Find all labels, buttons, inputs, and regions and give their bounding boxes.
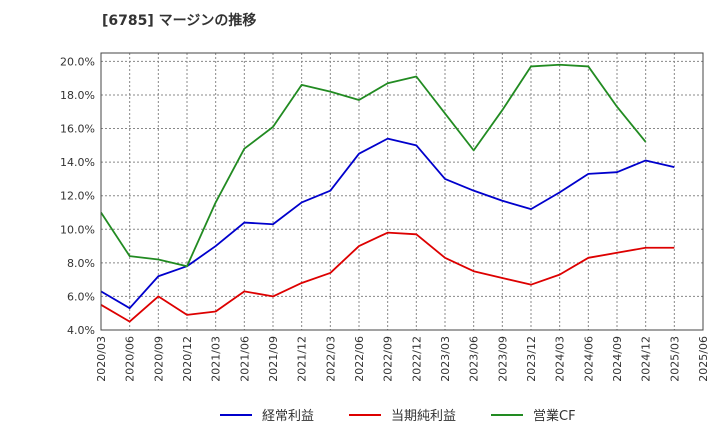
x-tick-label: 2023/12 — [525, 336, 538, 382]
x-tick-label: 2025/06 — [697, 336, 710, 382]
x-tick-label: 2023/03 — [439, 336, 452, 382]
y-tick-label: 20.0% — [60, 55, 95, 68]
x-tick-label: 2020/09 — [152, 336, 165, 382]
y-tick-label: 8.0% — [67, 257, 95, 270]
y-tick-label: 10.0% — [60, 223, 95, 236]
legend-label: 経常利益 — [262, 409, 314, 424]
x-tick-label: 2021/03 — [210, 336, 223, 382]
x-tick-label: 2021/09 — [267, 336, 280, 382]
y-tick-label: 4.0% — [67, 324, 95, 337]
x-tick-label: 2022/09 — [382, 336, 395, 382]
x-tick-label: 2023/06 — [468, 336, 481, 382]
x-tick-label: 2021/06 — [238, 336, 251, 382]
series-line-0 — [100, 137, 675, 310]
legend-label: 当期純利益 — [391, 409, 456, 424]
y-axis-ticks: 4.0% 6.0% 8.0% 10.0% 12.0% 14.0% 16.0% 18.0% 20.… — [60, 55, 95, 337]
x-tick-label: 2020/03 — [95, 336, 108, 382]
x-tick-label: 2020/12 — [181, 336, 194, 382]
x-tick-label: 2024/12 — [640, 336, 653, 382]
x-tick-label: 2024/09 — [611, 336, 624, 382]
chart-title: [6785] マージンの推移 — [102, 13, 257, 29]
y-tick-label: 18.0% — [60, 89, 95, 102]
plot-frame — [100, 52, 704, 331]
x-tick-label: 2024/03 — [554, 336, 567, 382]
y-tick-label: 16.0% — [60, 123, 95, 136]
x-tick-label: 2022/06 — [353, 336, 366, 382]
x-tick-label: 2022/12 — [410, 336, 423, 382]
x-axis-ticks: 2020/03 2020/06 2020/09 2020/12 2021/03 2021/… — [95, 336, 710, 382]
x-tick-label: 2021/12 — [296, 336, 309, 382]
x-tick-label: 2025/03 — [668, 336, 681, 382]
x-tick-label: 2024/06 — [582, 336, 595, 382]
legend-label: 営業CF — [533, 408, 576, 424]
x-tick-label: 2022/03 — [324, 336, 337, 382]
x-tick-label: 2020/06 — [124, 336, 137, 382]
x-tick-label: 2023/09 — [496, 336, 509, 382]
series-line-2 — [100, 63, 647, 268]
plot-area — [101, 53, 703, 330]
series-lines — [100, 63, 675, 323]
series-line-1 — [100, 231, 675, 323]
legend: 経常利益 当期純利益 営業CF — [220, 408, 576, 424]
y-tick-label: 6.0% — [67, 290, 95, 303]
y-tick-label: 12.0% — [60, 190, 95, 203]
y-tick-label: 14.0% — [60, 156, 95, 169]
